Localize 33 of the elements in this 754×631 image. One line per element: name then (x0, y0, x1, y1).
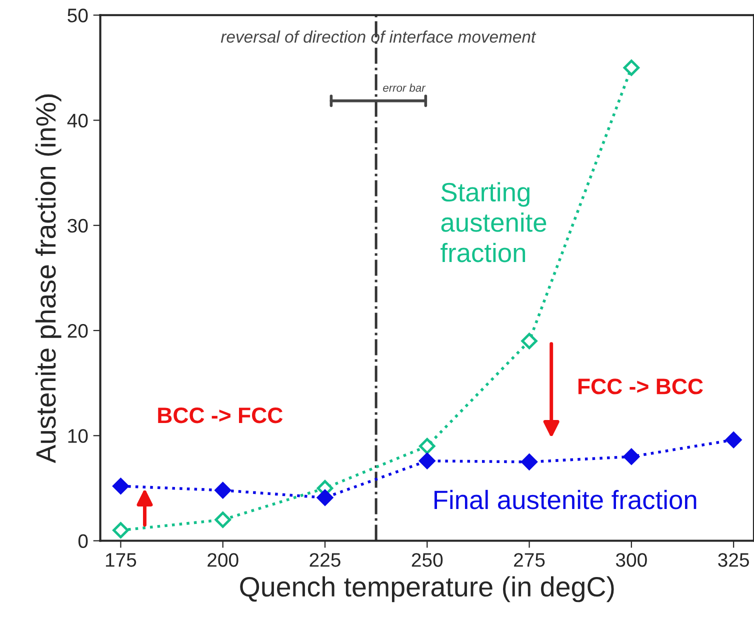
y-tick-label: 10 (68, 429, 88, 443)
x-tick-label: 175 (106, 553, 136, 567)
series-label: Final austenite fraction (434, 490, 696, 510)
point (214, 512, 231, 528)
point (112, 478, 129, 494)
point (316, 490, 334, 506)
y-tick-label: 50 (68, 8, 88, 22)
point (623, 448, 640, 465)
point (419, 452, 436, 469)
x-tick-label: 200 (208, 553, 238, 567)
x-tick-label: 300 (616, 553, 647, 567)
annotation: BCC -> FCC (158, 407, 283, 424)
y-tick-label: 40 (67, 114, 88, 128)
point (725, 432, 742, 448)
point (623, 60, 640, 76)
x-tick-label: 325 (718, 553, 749, 567)
x-tick-label: 275 (514, 553, 545, 567)
y-tick-label: 20 (68, 324, 88, 338)
annotation: error bar (383, 84, 426, 92)
y-tick-label: 30 (68, 218, 88, 233)
x-tick-label: 250 (412, 553, 443, 567)
x-axis-title: Quench temperature (in degC) (240, 576, 614, 602)
point (419, 438, 436, 454)
point (214, 482, 231, 498)
x-tick-label: 225 (310, 553, 340, 567)
series-label: Starting austenite fraction (440, 182, 546, 262)
point (521, 454, 538, 470)
y-tick-label: 0 (78, 534, 88, 548)
annotation: FCC -> BCC (578, 378, 703, 394)
y-axis-title: Austenite phase fraction (in%) (35, 94, 62, 464)
point (521, 332, 538, 350)
point (112, 522, 129, 538)
annotation: reversal of direction of interface movement (220, 30, 536, 43)
